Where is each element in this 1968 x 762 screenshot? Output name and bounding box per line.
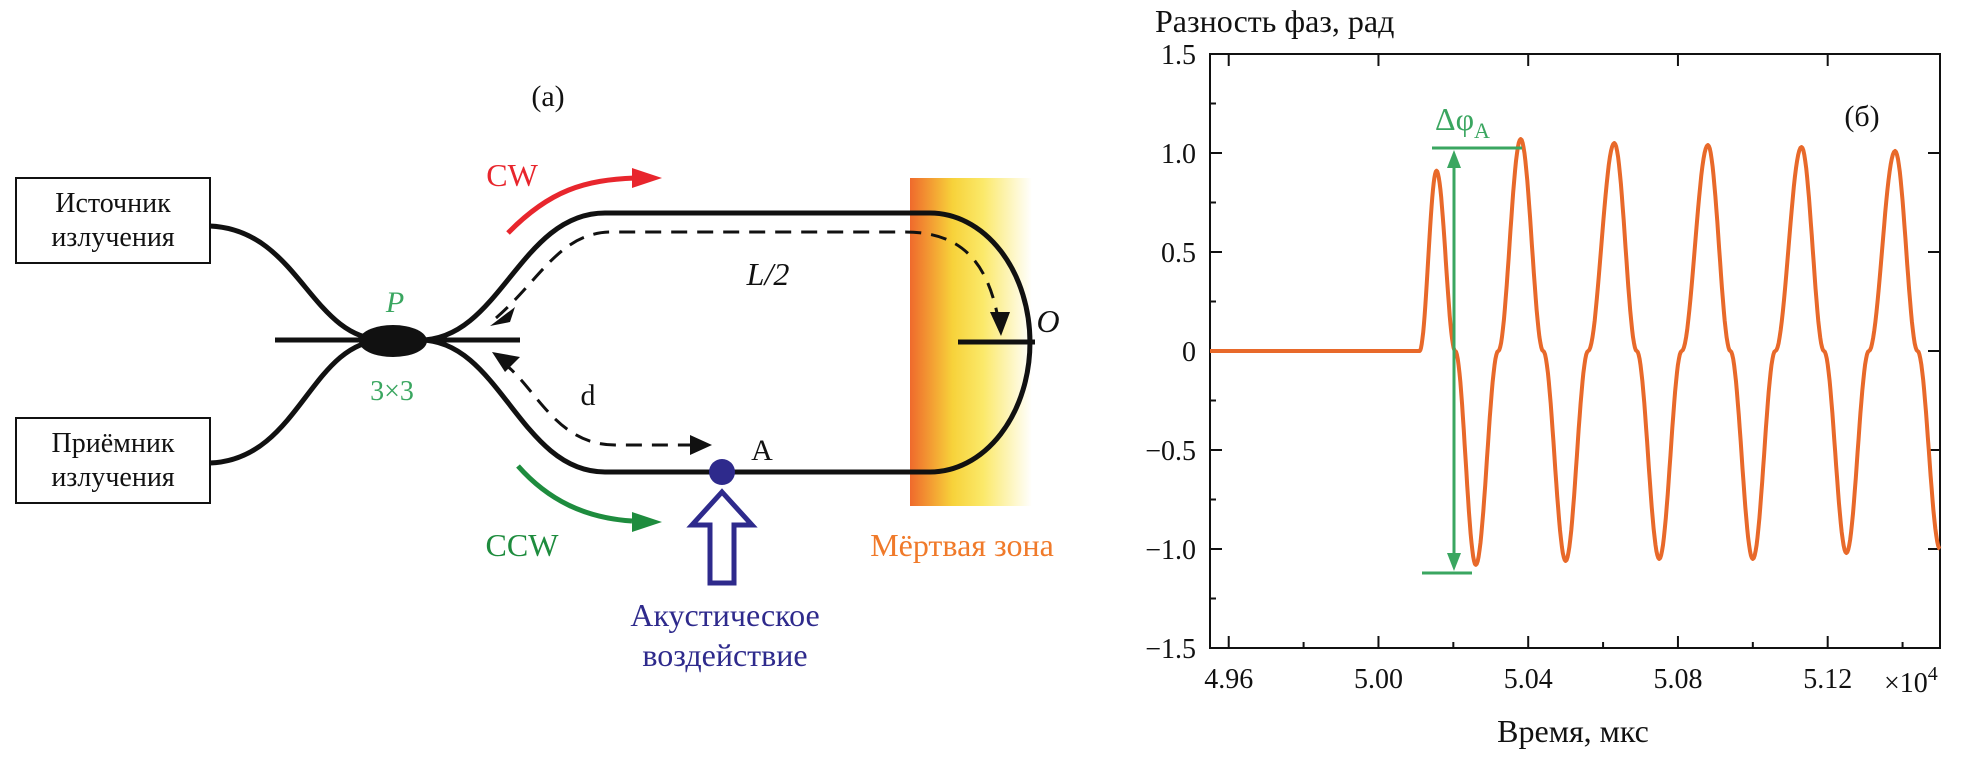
acoustic-label-line1: Акустическое <box>630 597 819 633</box>
delta-phi-annotation <box>1422 146 1522 575</box>
point-o-label: O <box>1036 303 1059 339</box>
fiber-lower-arm <box>419 337 910 475</box>
series-layer <box>1210 137 1942 567</box>
delta-phi-subscript: A <box>1474 118 1490 143</box>
y-axis-title: Разность фаз, рад <box>1155 3 1394 39</box>
receiver-box-line2: излучения <box>51 462 174 493</box>
coupler-3x3 <box>359 325 427 357</box>
arrowhead-lower-return <box>492 352 520 372</box>
cw-arrow <box>506 175 636 235</box>
cw-arrowhead <box>632 168 662 188</box>
delta-arrow-up <box>1447 150 1461 168</box>
fiber-upper-arm <box>419 210 910 343</box>
x-tick-label: 5.00 <box>1354 664 1403 695</box>
half-length-label: L/2 <box>746 256 790 292</box>
panel-b: Разность фаз, рад 1.5 1.0 0.5 0 −0.5 −1.0 −1.5… <box>1145 3 1942 749</box>
cw-label: CW <box>486 157 538 193</box>
ccw-label: CCW <box>486 527 560 563</box>
x-ticks: 4.96 5.00 5.04 5.08 5.12 <box>1204 54 1904 695</box>
delta-phi-symbol: Δφ <box>1435 101 1474 137</box>
dashed-paths <box>495 230 1002 447</box>
x-tick-label: 5.12 <box>1803 664 1852 695</box>
delta-arrow-down <box>1447 553 1461 571</box>
source-box-line2: излучения <box>51 222 174 253</box>
ccw-arrowhead <box>632 512 662 532</box>
y-tick-label: 0.5 <box>1161 238 1196 269</box>
coupler-label: P <box>385 286 404 319</box>
dead-zone-label: Мёртвая зона <box>870 527 1054 563</box>
fiber-left-leads <box>209 223 386 466</box>
arrowhead-to-o <box>990 312 1010 336</box>
panel-b-label: (б) <box>1844 100 1879 133</box>
y-tick-label: 0 <box>1182 337 1196 368</box>
x-multiplier-exponent: 4 <box>1928 663 1938 685</box>
source-box-line1: Источник <box>55 188 171 219</box>
phase-difference-curve <box>1210 137 1942 567</box>
y-tick-label: 1.0 <box>1161 139 1196 170</box>
panel-a-label: (a) <box>531 80 564 113</box>
x-multiplier: ×104 <box>1884 663 1938 699</box>
acoustic-arrow <box>686 488 758 586</box>
dashed-upper-path <box>495 230 1002 331</box>
ccw-arrow <box>516 464 633 524</box>
dashed-lower-path <box>501 360 690 447</box>
point-a-marker <box>709 459 735 485</box>
arrowhead-upper-return <box>490 307 515 326</box>
acoustic-label-line2: воздействие <box>642 637 807 673</box>
y-ticks: 1.5 1.0 0.5 0 −0.5 −1.0 −1.5 <box>1145 40 1940 665</box>
receiver-box <box>15 417 211 504</box>
coupler-type-label: 3×3 <box>370 376 414 407</box>
source-box <box>15 177 211 264</box>
arrowhead-to-a <box>690 435 712 455</box>
y-tick-label: −1.0 <box>1145 535 1196 566</box>
y-tick-label: −1.5 <box>1145 634 1196 665</box>
x-tick-label: 5.04 <box>1504 664 1553 695</box>
y-tick-label: −0.5 <box>1145 436 1196 467</box>
receiver-box-line1: Приёмник <box>52 428 175 459</box>
x-tick-label: 5.08 <box>1653 664 1702 695</box>
dashed-arrowheads <box>490 307 1010 455</box>
delta-phi-label: ΔφA <box>1435 101 1490 143</box>
panel-a: (a) P 3×3 Источник излучения Приёмник из… <box>15 80 1060 673</box>
x-axis-title: Время, мкс <box>1497 713 1649 749</box>
distance-label: d <box>581 379 596 412</box>
point-a-label: A <box>751 434 773 467</box>
x-multiplier-base: ×10 <box>1884 668 1928 699</box>
x-tick-label: 4.96 <box>1204 664 1253 695</box>
y-tick-label: 1.5 <box>1161 40 1196 71</box>
